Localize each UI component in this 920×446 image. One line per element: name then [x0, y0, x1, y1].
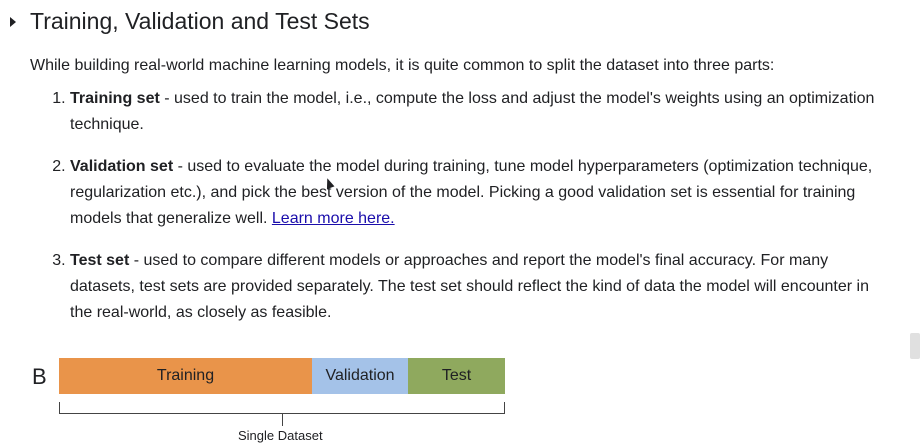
dataset-caption: Single Dataset [238, 428, 323, 443]
dataset-split-list: Training set - used to train the model, … [30, 86, 895, 342]
intro-paragraph: While building real-world machine learni… [30, 57, 775, 74]
collapse-caret-icon[interactable] [10, 16, 16, 27]
list-item-validation: Validation set - used to evaluate the mo… [70, 154, 895, 232]
figure-letter: B [32, 364, 47, 389]
list-item-training: Training set - used to train the model, … [70, 86, 895, 138]
desc-training: - used to train the model, i.e., compute… [70, 90, 875, 133]
desc-test: - used to compare different models or ap… [70, 252, 869, 321]
term-test: Test set [70, 252, 130, 269]
term-validation: Validation set [70, 158, 174, 175]
segment-validation: Validation [312, 358, 408, 394]
dataset-bracket [59, 402, 505, 414]
desc-validation: - used to evaluate the model during trai… [70, 158, 873, 227]
segment-training: Training [59, 358, 312, 394]
bracket-tick [282, 414, 283, 426]
segment-test: Test [408, 358, 505, 394]
scrollbar-thumb[interactable] [910, 333, 920, 359]
section-heading[interactable]: Training, Validation and Test Sets [10, 8, 370, 35]
section-title: Training, Validation and Test Sets [30, 8, 370, 34]
learn-more-link[interactable]: Learn more here. [271, 210, 395, 227]
list-item-test: Test set - used to compare different mod… [70, 248, 895, 326]
term-training: Training set [70, 90, 160, 107]
